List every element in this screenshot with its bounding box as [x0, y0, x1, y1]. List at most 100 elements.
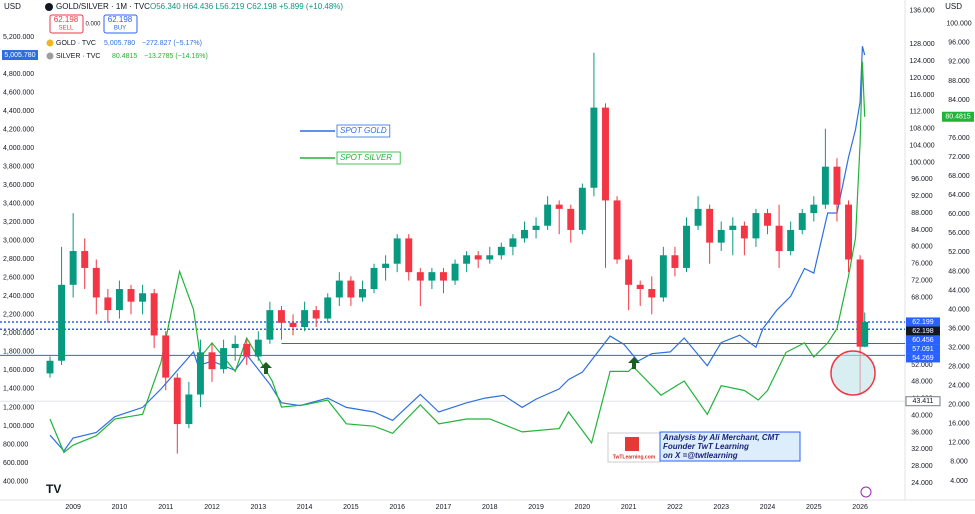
candle-body — [671, 255, 679, 268]
candle-body — [92, 267, 100, 298]
x-tick-label: 2022 — [667, 504, 683, 511]
candle-body — [821, 166, 829, 205]
candle-body — [358, 289, 366, 298]
x-tick-label: 2015 — [343, 504, 359, 511]
candle-body — [127, 289, 135, 302]
candle-body — [382, 263, 390, 268]
candle-body — [861, 321, 869, 347]
tv-logo: TV — [46, 482, 61, 496]
candle-body — [856, 259, 864, 347]
candle-body — [578, 187, 586, 230]
x-tick-label: 2025 — [806, 504, 822, 511]
y-tick-label: 108.000 — [909, 126, 934, 133]
candle-body — [277, 310, 285, 323]
candle-body — [729, 225, 737, 230]
candle-body — [162, 335, 170, 378]
credit-line: on X =@twtlearning — [663, 451, 738, 460]
candle-body — [266, 310, 274, 340]
candle-body — [590, 107, 598, 188]
candle-body — [509, 238, 517, 247]
candle-body — [312, 310, 320, 319]
sell-button[interactable] — [49, 14, 84, 34]
y2-tick-label: 3,200.000 — [3, 219, 34, 226]
symbol-icon — [45, 3, 53, 11]
candle-body — [393, 238, 401, 264]
candle-body — [602, 107, 609, 201]
x-tick-label: 2018 — [482, 504, 498, 511]
y-tick-label: 36.000 — [911, 429, 933, 436]
y3-tick-label: 28.000 — [948, 364, 970, 371]
x-tick-label: 2009 — [65, 504, 81, 511]
candle-body — [555, 204, 563, 209]
candle-body — [683, 225, 690, 268]
y2-tick-label: 4,000.000 — [3, 145, 34, 152]
y-tick-label: 52.000 — [911, 362, 933, 369]
candle-body — [532, 225, 540, 230]
buy-label: BUY — [114, 26, 126, 32]
y3-tick-label: 32.000 — [948, 344, 970, 351]
candle-body — [254, 339, 262, 357]
candle-body — [717, 229, 725, 243]
candle-body — [833, 166, 841, 205]
candle-body — [625, 259, 633, 285]
sell-price: 62.198 — [54, 15, 79, 24]
y2-tick-label: 600.000 — [3, 460, 28, 467]
y2-tick-label: 1,600.000 — [3, 367, 34, 374]
x-tick-label: 2020 — [575, 504, 591, 511]
compare-change: −13.2785 (−14.16%) — [144, 53, 208, 60]
y3-tick-label: 12.000 — [948, 440, 970, 447]
x-tick-label: 2013 — [251, 504, 267, 511]
candle-body — [740, 225, 748, 239]
y3-tick-label: 36.000 — [948, 325, 970, 332]
ohlc: O56.340 H64.436 L56.219 C62.198 +5.899 (… — [150, 2, 343, 11]
y2-tick-label: 2,800.000 — [3, 256, 34, 263]
gold-last-label: 5,005.780 — [4, 52, 35, 59]
x-tick-label: 2021 — [621, 504, 637, 511]
y-tick-label: 136.000 — [909, 7, 934, 14]
candle-body — [544, 204, 552, 226]
y3-tick-label: 8.000 — [950, 459, 968, 466]
candle-body — [405, 238, 413, 273]
logo-icon — [625, 437, 639, 451]
y2-tick-label: 3,000.000 — [3, 238, 34, 245]
level-label: 54.269 — [912, 355, 934, 362]
candle-body — [659, 255, 667, 298]
event-icon[interactable] — [860, 486, 872, 498]
candle-body — [440, 272, 447, 281]
y2-tick-label: 2,200.000 — [3, 312, 34, 319]
y2-tick-label: 1,000.000 — [3, 423, 34, 430]
candle-body — [69, 251, 77, 285]
x-tick-label: 2019 — [528, 504, 544, 511]
silver-last-bg — [942, 111, 974, 122]
y3-tick-label: 40.000 — [948, 306, 970, 313]
level-label-bg — [906, 344, 940, 354]
y3-tick-label: 20.000 — [948, 402, 970, 409]
y3-tick-label: 100.000 — [946, 21, 971, 28]
candle-body — [347, 280, 355, 298]
silver-icon — [46, 52, 54, 60]
candle-body — [497, 246, 505, 256]
x-tick-label: 2026 — [852, 504, 868, 511]
y2-tick-label: 1,200.000 — [3, 404, 34, 411]
y-tick-label: 92.000 — [911, 193, 933, 200]
y2-tick-label: 3,600.000 — [3, 182, 34, 189]
buy-button[interactable] — [103, 14, 138, 34]
level-label-bg — [906, 353, 940, 363]
candle-body — [798, 213, 806, 230]
compare-name: SILVER · TVC — [56, 53, 100, 60]
candle-body — [104, 297, 112, 311]
logo-text: TwTLearning.com — [613, 454, 656, 460]
y2-tick-label: 1,800.000 — [3, 349, 34, 356]
candle-body — [764, 213, 771, 226]
spread: 0.000 — [85, 22, 101, 28]
y3-tick-label: 68.000 — [948, 173, 970, 180]
y-tick-label: 68.000 — [911, 294, 933, 301]
x-tick-label: 2024 — [760, 504, 776, 511]
candle-body — [220, 348, 228, 370]
y2-tick-label: 4,400.000 — [3, 108, 34, 115]
level-label-bg — [906, 335, 940, 345]
candle-body — [451, 263, 459, 281]
compare-last: 80.4815 — [112, 53, 137, 60]
level-label-bg — [906, 317, 940, 327]
